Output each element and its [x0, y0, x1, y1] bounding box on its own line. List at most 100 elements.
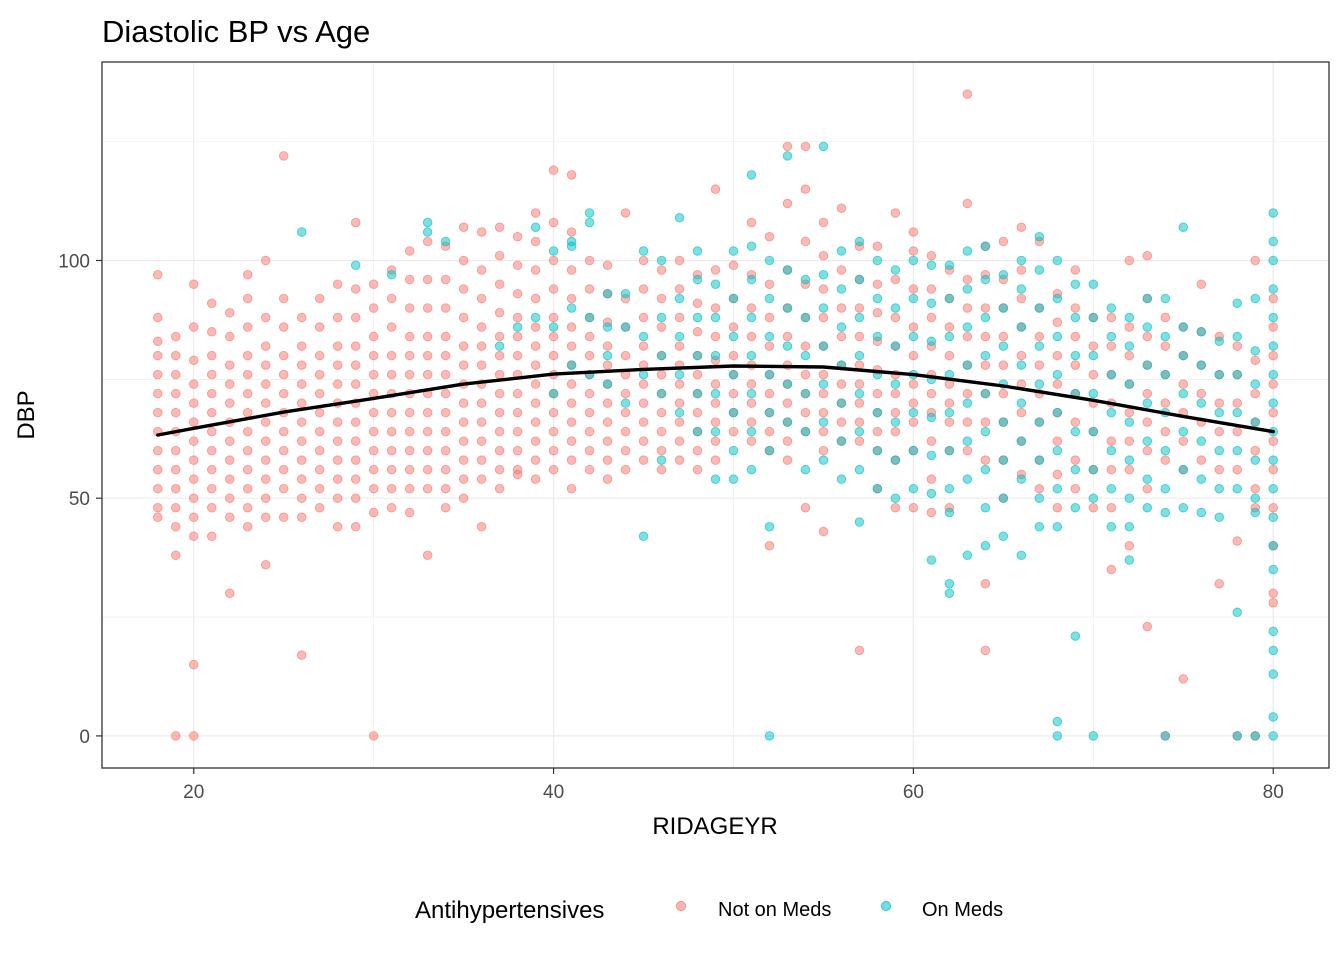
point-not-on-meds — [314, 426, 325, 437]
point-on-meds — [764, 293, 775, 304]
point-not-on-meds — [350, 474, 361, 484]
point-not-on-meds — [368, 731, 379, 741]
point-not-on-meds — [422, 550, 433, 560]
point-on-meds — [1268, 712, 1278, 722]
point-on-meds — [854, 236, 865, 247]
point-not-on-meds — [818, 312, 829, 323]
point-not-on-meds — [692, 298, 703, 309]
point-not-on-meds — [620, 350, 631, 361]
point-not-on-meds — [512, 426, 523, 437]
point-not-on-meds — [332, 279, 343, 290]
point-on-meds — [800, 350, 811, 361]
point-not-on-meds — [494, 426, 505, 437]
point-not-on-meds — [1124, 464, 1135, 475]
point-not-on-meds — [836, 417, 847, 427]
point-on-meds — [620, 398, 631, 408]
point-on-meds — [944, 507, 955, 518]
point-not-on-meds — [962, 445, 973, 456]
point-not-on-meds — [656, 407, 667, 418]
point-on-meds — [674, 369, 685, 380]
point-not-on-meds — [314, 502, 325, 513]
point-on-meds — [1034, 341, 1045, 351]
point-not-on-meds — [1268, 588, 1278, 599]
point-on-meds — [782, 379, 793, 389]
point-not-on-meds — [260, 398, 271, 408]
point-not-on-meds — [476, 293, 487, 304]
point-on-meds — [638, 246, 649, 256]
point-not-on-meds — [350, 360, 361, 370]
point-not-on-meds — [800, 369, 811, 380]
point-not-on-meds — [224, 455, 235, 465]
point-not-on-meds — [206, 388, 217, 399]
point-not-on-meds — [584, 464, 595, 475]
point-on-meds — [566, 303, 577, 313]
point-on-meds — [710, 426, 721, 437]
point-not-on-meds — [728, 322, 739, 332]
point-not-on-meds — [926, 474, 937, 484]
point-not-on-meds — [782, 436, 793, 446]
point-on-meds — [566, 241, 577, 251]
point-not-on-meds — [440, 426, 451, 437]
point-not-on-meds — [656, 369, 667, 380]
point-on-meds — [854, 388, 865, 399]
point-not-on-meds — [1268, 293, 1278, 304]
point-on-meds — [1106, 483, 1117, 494]
point-not-on-meds — [278, 151, 289, 161]
point-not-on-meds — [548, 284, 559, 294]
point-not-on-meds — [1232, 341, 1242, 351]
point-not-on-meds — [1142, 483, 1153, 494]
point-not-on-meds — [422, 445, 433, 456]
point-not-on-meds — [1070, 303, 1081, 313]
point-not-on-meds — [1268, 436, 1278, 446]
point-not-on-meds — [1250, 483, 1260, 494]
point-not-on-meds — [153, 369, 163, 380]
point-not-on-meds — [530, 436, 541, 446]
point-on-meds — [1016, 436, 1027, 446]
point-not-on-meds — [1052, 502, 1063, 513]
point-not-on-meds — [1250, 255, 1260, 266]
point-not-on-meds — [872, 388, 883, 399]
point-on-meds — [1250, 507, 1260, 518]
point-on-meds — [746, 170, 757, 180]
point-not-on-meds — [242, 322, 253, 332]
point-on-meds — [1088, 388, 1099, 399]
point-not-on-meds — [368, 303, 379, 313]
point-not-on-meds — [350, 217, 361, 228]
point-on-meds — [1016, 474, 1027, 484]
point-on-meds — [1268, 669, 1278, 679]
point-not-on-meds — [908, 417, 919, 427]
point-not-on-meds — [278, 322, 289, 332]
point-not-on-meds — [566, 265, 577, 275]
point-not-on-meds — [386, 350, 397, 361]
point-on-meds — [656, 455, 667, 465]
point-on-meds — [1052, 521, 1063, 532]
point-not-on-meds — [404, 350, 415, 361]
point-not-on-meds — [944, 398, 955, 408]
point-on-meds — [638, 369, 649, 380]
point-on-meds — [962, 246, 973, 256]
point-not-on-meds — [476, 417, 487, 427]
point-not-on-meds — [962, 331, 973, 342]
point-not-on-meds — [422, 426, 433, 437]
point-not-on-meds — [872, 308, 883, 318]
point-on-meds — [1232, 407, 1242, 418]
point-not-on-meds — [728, 350, 739, 361]
point-on-meds — [1142, 360, 1153, 370]
point-not-on-meds — [854, 436, 865, 446]
point-not-on-meds — [818, 407, 829, 418]
point-not-on-meds — [980, 303, 991, 313]
point-not-on-meds — [764, 341, 775, 351]
point-not-on-meds — [980, 579, 991, 589]
point-on-meds — [728, 445, 739, 456]
point-on-meds — [1268, 731, 1278, 741]
point-not-on-meds — [800, 184, 811, 194]
point-not-on-meds — [674, 255, 685, 266]
point-not-on-meds — [1214, 464, 1225, 475]
point-on-meds — [782, 303, 793, 313]
point-on-meds — [728, 331, 739, 342]
point-not-on-meds — [404, 426, 415, 437]
point-not-on-meds — [260, 455, 271, 465]
point-not-on-meds — [1178, 674, 1189, 684]
point-not-on-meds — [224, 379, 235, 389]
